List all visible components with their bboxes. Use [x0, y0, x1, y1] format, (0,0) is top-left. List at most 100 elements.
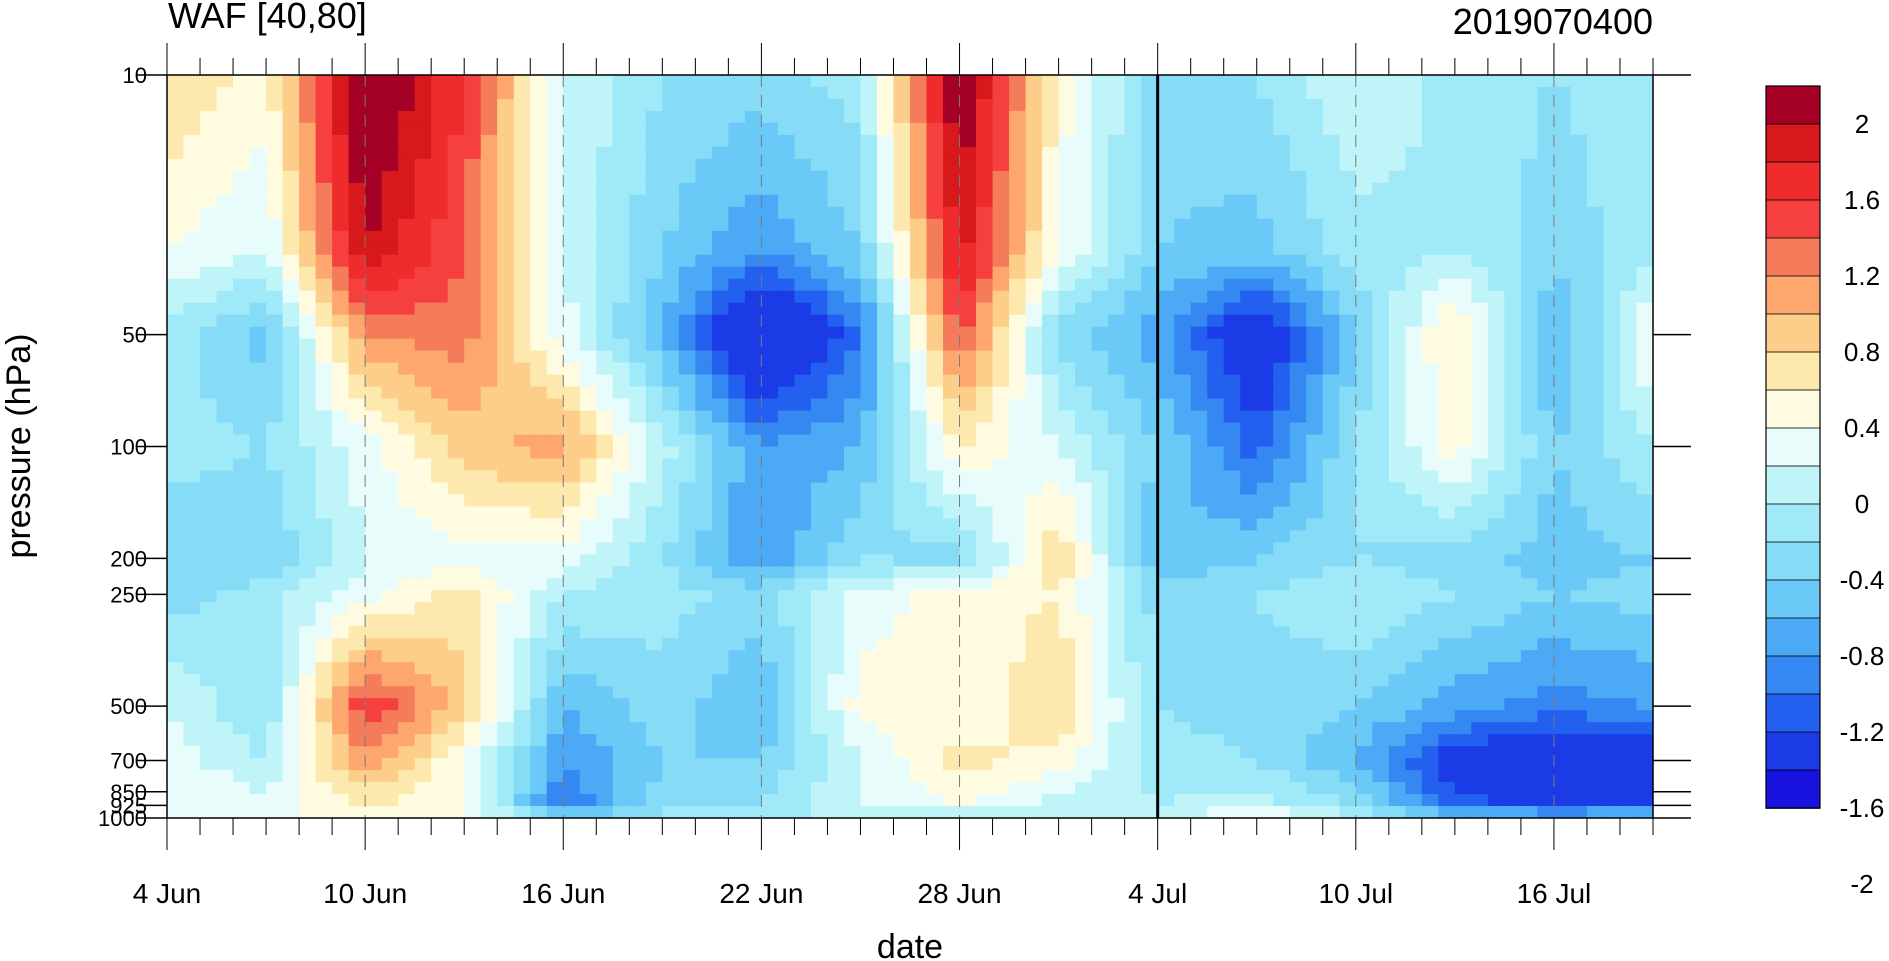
- field-cell: [612, 170, 630, 184]
- field-cell: [728, 98, 746, 112]
- field-cell: [332, 86, 350, 100]
- field-cell: [1124, 710, 1142, 723]
- field-cell: [1454, 266, 1472, 280]
- field-cell: [678, 674, 696, 687]
- field-cell: [579, 722, 597, 735]
- field-cell: [777, 242, 796, 256]
- field-cell: [744, 398, 762, 412]
- field-cell: [1619, 86, 1638, 100]
- field-cell: [695, 626, 713, 639]
- field-cell: [1108, 230, 1126, 244]
- field-cell: [365, 338, 383, 352]
- field-cell: [1619, 134, 1638, 148]
- field-cell: [1520, 182, 1539, 196]
- field-cell: [1075, 710, 1093, 723]
- field-cell: [1075, 674, 1093, 687]
- field-cell: [959, 338, 977, 352]
- field-cell: [1636, 686, 1653, 699]
- field-cell: [662, 278, 680, 292]
- field-cell: [1504, 722, 1522, 735]
- field-cell: [579, 374, 597, 388]
- field-cell: [1322, 314, 1340, 328]
- field-cell: [992, 194, 1010, 208]
- field-cell: [216, 638, 234, 651]
- field-cell: [992, 182, 1010, 196]
- field-cell: [513, 134, 531, 148]
- field-cell: [1025, 482, 1043, 496]
- field-cell: [1388, 302, 1406, 316]
- field-cell: [1322, 254, 1340, 268]
- field-cell: [645, 602, 663, 615]
- field-cell: [332, 266, 350, 280]
- field-cell: [1471, 650, 1489, 663]
- field-cell: [1141, 518, 1159, 531]
- field-cell: [1058, 182, 1076, 196]
- field-cell: [315, 75, 333, 88]
- field-cell: [266, 710, 284, 723]
- field-cell: [233, 650, 251, 663]
- field-cell: [1438, 230, 1456, 244]
- field-cell: [794, 698, 812, 711]
- field-cell: [1240, 470, 1258, 484]
- field-cell: [744, 710, 762, 723]
- field-cell: [497, 482, 515, 496]
- field-cell: [200, 170, 218, 184]
- field-cell: [1405, 170, 1423, 184]
- field-cell: [1520, 314, 1539, 328]
- field-cell: [1157, 254, 1175, 268]
- field-cell: [1124, 554, 1142, 567]
- field-cell: [266, 722, 284, 735]
- field-cell: [348, 218, 366, 232]
- field-cell: [1223, 482, 1241, 496]
- field-cell: [1603, 554, 1621, 567]
- field-cell: [1108, 122, 1126, 136]
- field-cell: [662, 446, 680, 460]
- field-cell: [1075, 410, 1093, 424]
- field-cell: [976, 638, 994, 651]
- field-cell: [464, 614, 482, 627]
- field-cell: [761, 75, 779, 88]
- field-cell: [200, 410, 218, 424]
- field-cell: [497, 686, 515, 699]
- field-cell: [1042, 674, 1060, 687]
- field-cell: [315, 230, 333, 244]
- field-cell: [943, 362, 961, 376]
- field-cell: [959, 75, 977, 88]
- field-cell: [1207, 86, 1225, 100]
- field-cell: [447, 146, 465, 160]
- field-cell: [381, 182, 399, 196]
- field-cell: [579, 218, 597, 232]
- field-cell: [678, 422, 696, 436]
- field-cell: [546, 338, 564, 352]
- field-cell: [167, 734, 185, 747]
- field-cell: [266, 494, 284, 508]
- field-cell: [513, 494, 531, 508]
- field-cell: [579, 302, 597, 316]
- field-cell: [1223, 506, 1241, 519]
- field-cell: [1355, 458, 1373, 472]
- field-cell: [1174, 710, 1192, 723]
- field-cell: [1058, 290, 1076, 304]
- field-cell: [761, 458, 779, 472]
- field-cell: [497, 362, 515, 376]
- field-cell: [1306, 710, 1324, 723]
- field-cell: [1223, 170, 1241, 184]
- field-cell: [728, 374, 746, 388]
- field-cell: [381, 314, 399, 328]
- field-cell: [910, 266, 928, 280]
- field-cell: [365, 650, 383, 663]
- field-cell: [216, 86, 234, 100]
- field-cell: [1388, 530, 1406, 543]
- field-cell: [282, 350, 300, 364]
- field-cell: [761, 566, 779, 579]
- field-cell: [315, 398, 333, 412]
- field-cell: [183, 266, 201, 280]
- field-cell: [976, 338, 994, 352]
- field-cell: [1091, 86, 1109, 100]
- field-cell: [579, 710, 597, 723]
- field-cell: [1636, 194, 1653, 208]
- field-cell: [926, 518, 944, 531]
- field-cell: [398, 578, 416, 591]
- field-cell: [266, 75, 284, 88]
- field-cell: [513, 122, 531, 136]
